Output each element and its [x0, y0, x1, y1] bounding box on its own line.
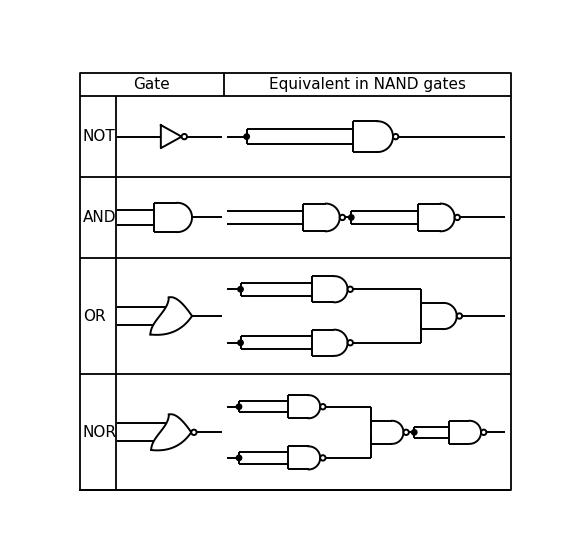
Circle shape	[244, 134, 249, 140]
Circle shape	[454, 215, 460, 220]
Circle shape	[238, 287, 243, 292]
Circle shape	[320, 404, 325, 410]
Circle shape	[393, 134, 399, 140]
Text: Gate: Gate	[133, 77, 170, 92]
Text: NOT: NOT	[83, 129, 115, 144]
Circle shape	[191, 430, 196, 435]
Circle shape	[340, 215, 345, 220]
Circle shape	[236, 404, 242, 410]
Circle shape	[481, 430, 486, 435]
Circle shape	[348, 215, 354, 220]
Text: NOR: NOR	[83, 425, 117, 440]
Circle shape	[457, 313, 462, 319]
Circle shape	[236, 455, 242, 460]
Circle shape	[412, 430, 417, 435]
Text: AND: AND	[83, 210, 116, 225]
Circle shape	[238, 340, 243, 345]
Circle shape	[347, 287, 353, 292]
Circle shape	[320, 455, 325, 460]
Circle shape	[403, 430, 409, 435]
Circle shape	[181, 134, 187, 140]
Text: OR: OR	[83, 309, 105, 324]
Text: Equivalent in NAND gates: Equivalent in NAND gates	[268, 77, 465, 92]
Circle shape	[347, 340, 353, 345]
